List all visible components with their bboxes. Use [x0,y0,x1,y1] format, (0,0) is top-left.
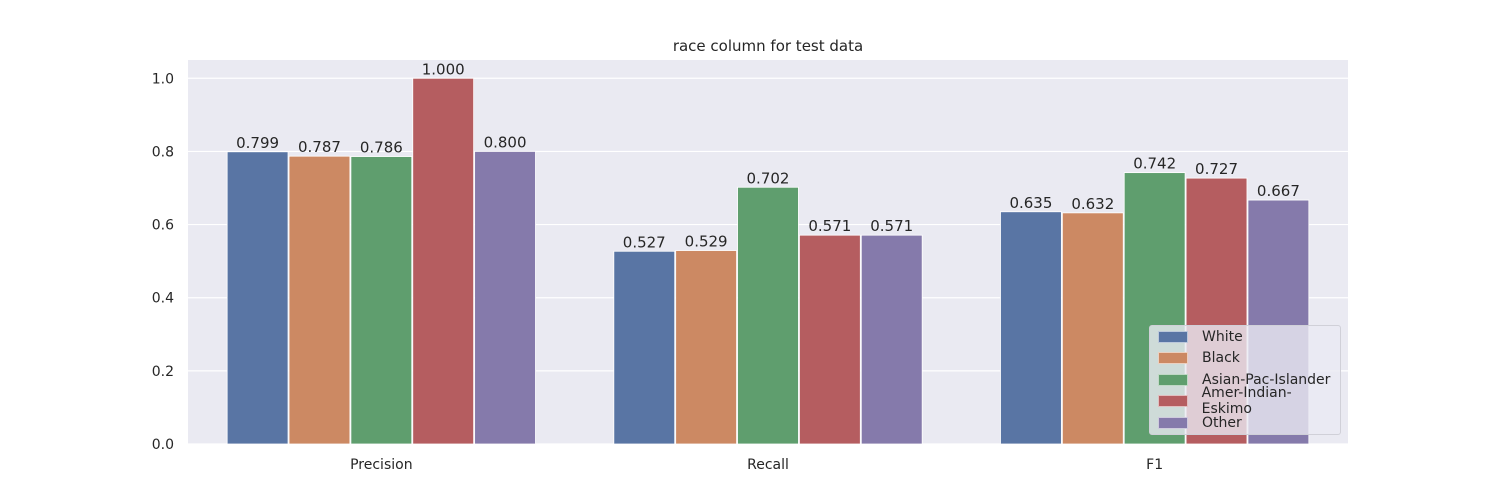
bar-value-label: 1.000 [422,60,465,78]
bar-value-label: 0.799 [236,134,279,152]
x-tick-label: Precision [350,457,412,473]
legend-item: White [1158,327,1243,347]
bar [350,156,413,445]
bar [288,155,351,445]
bar-value-label: 0.742 [1133,155,1176,173]
legend-label: Other [1202,415,1242,431]
bar-value-label: 0.702 [747,169,790,187]
bar-value-label: 0.571 [808,217,851,235]
y-tick-label: 1.0 [152,71,174,87]
legend-label: White [1202,329,1243,345]
bar [613,250,676,445]
legend-swatch [1158,331,1188,343]
bar [412,77,475,445]
bar-value-label: 0.786 [360,139,403,157]
bar-value-label: 0.667 [1257,182,1300,200]
bar-value-label: 0.632 [1071,195,1114,213]
bar [1000,211,1062,445]
bar-value-label: 0.727 [1195,160,1238,178]
y-tick-label: 0.2 [152,364,174,380]
bar [226,151,289,445]
y-tick-label: 0.4 [152,291,174,307]
bar [474,151,536,445]
legend-label: Asian-Pac-Islander [1202,372,1331,388]
bar [737,186,799,445]
bar [1061,212,1124,445]
legend-swatch [1158,395,1188,407]
legend-swatch [1158,417,1188,429]
legend-label: Amer-Indian-Eskimo [1201,385,1292,417]
bar-value-label: 0.635 [1009,194,1052,212]
bar-value-label: 0.527 [623,233,666,251]
legend-swatch [1158,374,1188,386]
bar-value-label: 0.529 [685,233,728,251]
x-tick-label: F1 [1146,457,1163,473]
legend-item: Amer-Indian-Eskimo [1158,385,1340,417]
bar [675,250,737,445]
bar-value-label: 0.571 [870,217,913,235]
legend-label: Black [1202,350,1240,366]
legend-swatch [1158,352,1188,364]
y-tick-label: 0.8 [152,144,174,160]
legend-item: Other [1158,413,1242,433]
chart-title: race column for test data [672,37,864,55]
y-tick-label: 0.6 [152,218,174,234]
y-tick-label: 0.0 [152,437,174,453]
x-tick-label: Recall [747,457,789,473]
bar [799,234,861,445]
bar [860,234,923,445]
legend: White Black Asian-Pac-Islander Amer-Indi… [1149,325,1341,435]
legend-item: Black [1158,348,1240,368]
legend-item: Asian-Pac-Islander [1158,370,1330,390]
bar-value-label: 0.787 [298,138,341,156]
bar-value-label: 0.800 [484,133,527,151]
